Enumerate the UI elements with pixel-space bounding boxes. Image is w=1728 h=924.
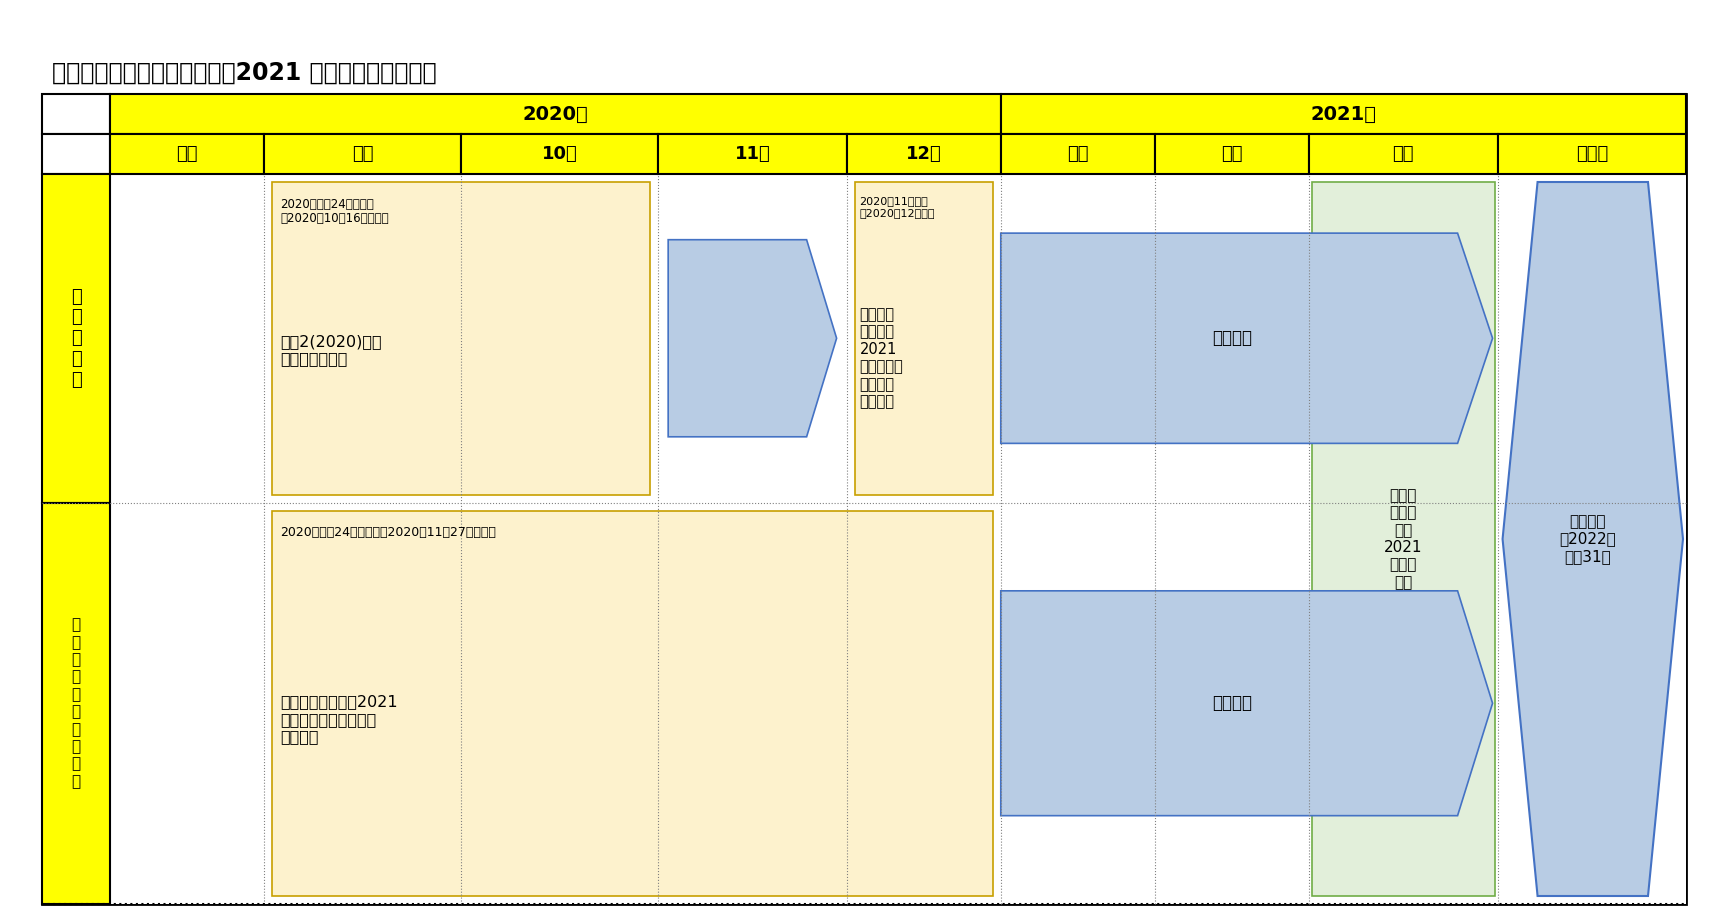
Text: ４月〜: ４月〜 <box>1576 145 1609 163</box>
Text: ８月: ８月 <box>176 145 197 163</box>
Text: 大
規
模
法
人: 大 規 模 法 人 <box>71 287 81 389</box>
Text: ～2020年12月上旬: ～2020年12月上旬 <box>859 208 935 218</box>
Text: 10月: 10月 <box>543 145 577 163</box>
FancyBboxPatch shape <box>111 503 264 904</box>
FancyBboxPatch shape <box>41 503 111 904</box>
FancyBboxPatch shape <box>461 503 658 904</box>
FancyBboxPatch shape <box>1001 94 1687 134</box>
FancyBboxPatch shape <box>1310 174 1498 503</box>
FancyBboxPatch shape <box>658 503 847 904</box>
Text: 認定期間
～2022年
３月31日: 認定期間 ～2022年 ３月31日 <box>1559 514 1616 564</box>
Text: 2020年８月24日（金）: 2020年８月24日（金） <box>280 198 373 211</box>
Text: 健康経営優良法人2021
（中小規模法人部門）
申請受付: 健康経営優良法人2021 （中小規模法人部門） 申請受付 <box>280 694 397 744</box>
Polygon shape <box>669 239 836 437</box>
FancyBboxPatch shape <box>1498 503 1687 904</box>
Text: 審査期間: 審査期間 <box>1211 694 1251 712</box>
FancyBboxPatch shape <box>1001 134 1154 174</box>
FancyBboxPatch shape <box>264 174 461 503</box>
Text: ３月: ３月 <box>1393 145 1414 163</box>
Text: ～2020年10月16日（金）: ～2020年10月16日（金） <box>280 212 389 225</box>
Text: 12月: 12月 <box>905 145 942 163</box>
FancyBboxPatch shape <box>273 510 994 896</box>
FancyBboxPatch shape <box>264 503 461 904</box>
FancyBboxPatch shape <box>273 182 650 494</box>
Text: 2020年: 2020年 <box>522 104 588 124</box>
FancyBboxPatch shape <box>658 174 847 503</box>
FancyBboxPatch shape <box>1001 174 1154 503</box>
Text: 〔図表１：健康経営優良法人2021 認定スケジュール〕: 〔図表１：健康経営優良法人2021 認定スケジュール〕 <box>52 61 437 85</box>
Text: ２月: ２月 <box>1222 145 1242 163</box>
FancyBboxPatch shape <box>41 134 111 174</box>
FancyBboxPatch shape <box>1154 503 1310 904</box>
FancyBboxPatch shape <box>847 134 1001 174</box>
Text: 2020年８月24日（月）～2020年11月27日（金）: 2020年８月24日（月）～2020年11月27日（金） <box>280 527 496 540</box>
FancyBboxPatch shape <box>41 174 111 503</box>
FancyBboxPatch shape <box>1310 134 1498 174</box>
Text: 健康経
営優良
法人
2021
認定・
発表: 健康経 営優良 法人 2021 認定・ 発表 <box>1384 488 1422 590</box>
FancyBboxPatch shape <box>1154 134 1310 174</box>
Text: １月: １月 <box>1068 145 1089 163</box>
FancyBboxPatch shape <box>847 174 1001 503</box>
FancyBboxPatch shape <box>1310 503 1498 904</box>
FancyBboxPatch shape <box>111 94 1001 134</box>
FancyBboxPatch shape <box>1498 174 1687 503</box>
FancyBboxPatch shape <box>1154 174 1310 503</box>
FancyBboxPatch shape <box>1498 134 1687 174</box>
Polygon shape <box>1001 590 1493 816</box>
Polygon shape <box>1001 233 1493 444</box>
Text: 健康経営
優良法人
2021
（大規模法
人部門）
申請受付: 健康経営 優良法人 2021 （大規模法 人部門） 申請受付 <box>859 308 904 409</box>
FancyBboxPatch shape <box>1001 503 1154 904</box>
FancyBboxPatch shape <box>41 94 1687 904</box>
Text: ９月: ９月 <box>353 145 373 163</box>
Text: 2020年11月中旬: 2020年11月中旬 <box>859 196 928 206</box>
FancyBboxPatch shape <box>855 182 994 494</box>
FancyBboxPatch shape <box>658 134 847 174</box>
FancyBboxPatch shape <box>264 134 461 174</box>
Text: 審査期間: 審査期間 <box>1211 329 1251 347</box>
FancyBboxPatch shape <box>461 174 658 503</box>
Polygon shape <box>1503 182 1683 896</box>
FancyBboxPatch shape <box>847 503 1001 904</box>
Text: 2021年: 2021年 <box>1310 104 1377 124</box>
Text: 11月: 11月 <box>734 145 771 163</box>
FancyBboxPatch shape <box>461 134 658 174</box>
Text: 令和2(2020)年度
健康経営度調査: 令和2(2020)年度 健康経営度調査 <box>280 334 382 367</box>
FancyBboxPatch shape <box>41 94 111 134</box>
Text: 「
参
考
」
中
小
規
模
法
人: 「 参 考 」 中 小 規 模 法 人 <box>71 617 81 789</box>
FancyBboxPatch shape <box>111 134 264 174</box>
FancyBboxPatch shape <box>1312 182 1495 896</box>
FancyBboxPatch shape <box>111 174 264 503</box>
